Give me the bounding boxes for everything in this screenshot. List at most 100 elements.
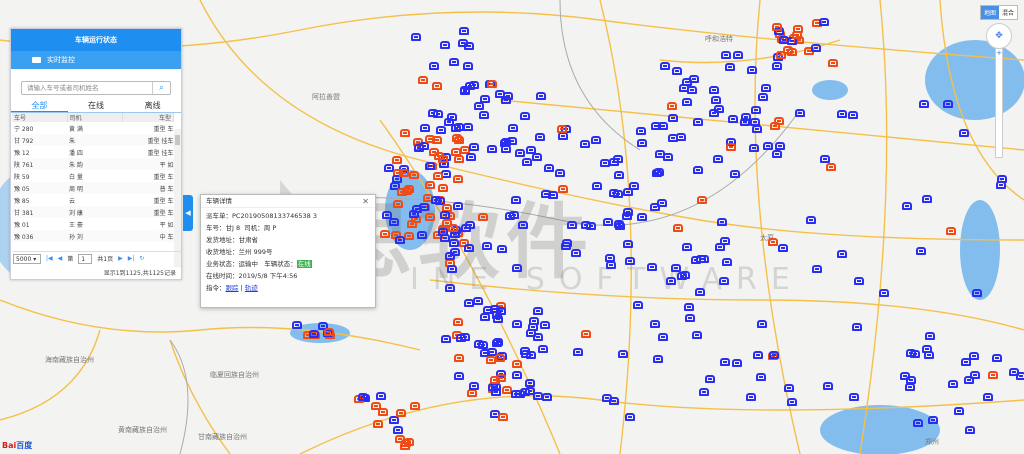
vehicle-marker[interactable] <box>481 241 492 250</box>
vehicle-marker[interactable] <box>921 194 932 203</box>
column-header-type[interactable]: 车型 <box>122 113 174 122</box>
vehicle-marker[interactable] <box>919 100 930 109</box>
column-header-driver[interactable]: 司机 <box>67 113 123 122</box>
vehicle-marker[interactable] <box>916 246 927 255</box>
vehicle-marker[interactable] <box>308 329 319 338</box>
vehicle-marker[interactable] <box>323 327 334 336</box>
vehicle-marker[interactable] <box>439 41 450 50</box>
vehicle-marker[interactable] <box>418 142 429 151</box>
vehicle-marker[interactable] <box>586 221 597 230</box>
table-row[interactable]: 豫 12 潘 四 重型 挂车 <box>12 146 174 158</box>
vehicle-marker[interactable] <box>794 109 805 118</box>
vehicle-marker[interactable] <box>771 149 782 158</box>
vehicle-marker[interactable] <box>573 348 584 357</box>
vehicle-marker[interactable] <box>692 330 703 339</box>
vehicle-marker[interactable] <box>806 215 817 224</box>
vehicle-marker[interactable] <box>745 392 756 401</box>
vehicle-marker[interactable] <box>693 117 704 126</box>
vehicle-marker[interactable] <box>554 168 565 177</box>
vehicle-marker[interactable] <box>502 91 513 100</box>
vehicle-marker[interactable] <box>509 210 520 219</box>
vehicle-marker[interactable] <box>487 144 498 153</box>
vehicle-marker[interactable] <box>532 153 543 162</box>
map-type-map[interactable]: 地图 <box>981 6 1000 19</box>
vehicle-marker[interactable] <box>454 353 465 362</box>
vehicle-marker[interactable] <box>392 426 403 435</box>
vehicle-marker[interactable] <box>720 51 731 60</box>
vehicle-marker[interactable] <box>566 221 577 230</box>
vehicle-marker[interactable] <box>410 33 421 42</box>
vehicle-marker[interactable] <box>698 254 709 263</box>
vehicle-marker[interactable] <box>403 185 414 193</box>
vehicle-marker[interactable] <box>441 218 452 227</box>
vehicle-marker[interactable] <box>468 143 479 152</box>
vehicle-marker[interactable] <box>291 320 302 329</box>
vehicle-marker[interactable] <box>837 249 848 258</box>
vehicle-marker[interactable] <box>666 276 677 285</box>
vehicle-marker[interactable] <box>424 162 435 171</box>
vehicle-marker[interactable] <box>477 212 488 221</box>
vehicle-marker[interactable] <box>526 350 537 359</box>
vehicle-marker[interactable] <box>512 370 523 379</box>
vehicle-marker[interactable] <box>532 333 543 342</box>
vehicle-marker[interactable] <box>466 152 477 161</box>
vehicle-marker[interactable] <box>756 320 767 329</box>
vehicle-marker[interactable] <box>478 110 489 119</box>
vehicle-marker[interactable] <box>448 58 459 67</box>
vehicle-marker[interactable] <box>650 320 661 329</box>
vehicle-marker[interactable] <box>375 391 386 400</box>
last-page-icon[interactable]: ▶| <box>127 255 135 262</box>
vehicle-marker[interactable] <box>636 127 647 136</box>
vehicle-marker[interactable] <box>773 27 784 36</box>
vehicle-marker[interactable] <box>606 260 616 269</box>
vehicle-marker[interactable] <box>694 287 705 296</box>
next-page-icon[interactable]: ▶ <box>118 255 123 262</box>
vehicle-marker[interactable] <box>498 412 509 421</box>
vehicle-marker[interactable] <box>905 375 916 384</box>
vehicle-marker[interactable] <box>395 236 406 245</box>
vehicle-marker[interactable] <box>473 102 484 111</box>
vehicle-marker[interactable] <box>539 321 550 330</box>
vehicle-marker[interactable] <box>424 135 435 144</box>
vehicle-marker[interactable] <box>431 136 442 145</box>
vehicle-marker[interactable] <box>636 213 647 222</box>
vehicle-marker[interactable] <box>991 354 1002 363</box>
vehicle-marker[interactable] <box>396 409 407 418</box>
vehicle-marker[interactable] <box>528 316 539 325</box>
vehicle-marker[interactable] <box>724 62 735 71</box>
tab-all[interactable]: 全部 <box>11 99 68 112</box>
vehicle-marker[interactable] <box>1016 372 1024 381</box>
vehicle-marker[interactable] <box>382 211 393 220</box>
vehicle-marker[interactable] <box>681 98 692 107</box>
vehicle-marker[interactable] <box>317 321 328 330</box>
vehicle-marker[interactable] <box>928 416 939 425</box>
vehicle-marker[interactable] <box>511 263 522 272</box>
refresh-icon[interactable]: ↻ <box>139 255 145 262</box>
vehicle-marker[interactable] <box>878 288 889 297</box>
vehicle-marker[interactable] <box>450 148 461 157</box>
vehicle-marker[interactable] <box>791 31 802 40</box>
vehicle-marker[interactable] <box>489 375 500 384</box>
vehicle-marker[interactable] <box>774 116 785 125</box>
vehicle-marker[interactable] <box>463 42 474 51</box>
vehicle-marker[interactable] <box>668 113 679 122</box>
vehicle-marker[interactable] <box>997 175 1008 184</box>
vehicle-marker[interactable] <box>557 131 568 140</box>
vehicle-marker[interactable] <box>650 202 661 211</box>
vehicle-marker[interactable] <box>825 163 836 172</box>
vehicle-marker[interactable] <box>393 199 404 208</box>
vehicle-marker[interactable] <box>510 196 521 205</box>
vehicle-marker[interactable] <box>512 360 523 369</box>
vehicle-marker[interactable] <box>500 139 511 148</box>
vehicle-marker[interactable] <box>602 218 613 227</box>
table-row[interactable]: 豫 85 云 重型 车 <box>12 194 174 206</box>
page-input[interactable]: 1 <box>78 253 93 264</box>
vehicle-marker[interactable] <box>463 243 474 252</box>
vehicle-marker[interactable] <box>535 133 546 142</box>
vehicle-marker[interactable] <box>496 306 507 315</box>
vehicle-marker[interactable] <box>501 96 512 105</box>
vehicle-marker[interactable] <box>580 330 591 339</box>
vehicle-marker[interactable] <box>524 379 535 388</box>
vehicle-marker[interactable] <box>751 106 762 115</box>
vehicle-marker[interactable] <box>740 118 751 127</box>
